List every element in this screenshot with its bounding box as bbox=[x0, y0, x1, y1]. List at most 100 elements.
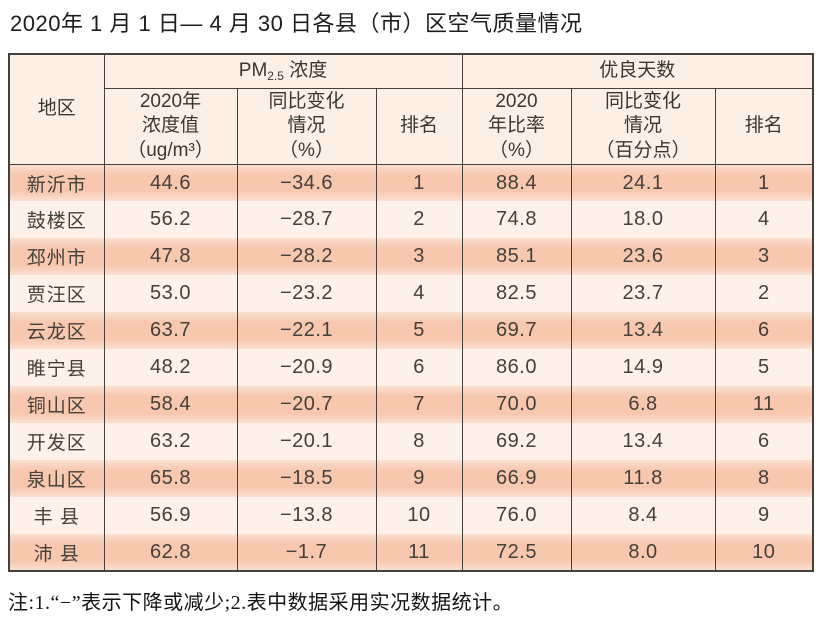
column-header-days-rate: 2020 年比率 （%） bbox=[461, 87, 572, 165]
region-cell: 贾汪区 bbox=[8, 275, 105, 313]
value-cell: 85.1 bbox=[461, 238, 572, 276]
value-cell: −20.9 bbox=[236, 349, 377, 387]
value-cell: 6.8 bbox=[570, 386, 716, 424]
value-cell: 23.7 bbox=[570, 275, 716, 313]
value-cell: 24.1 bbox=[570, 164, 716, 202]
value-cell: 13.4 bbox=[570, 423, 716, 461]
footnote: 注:1.“−”表示下降或减少;2.表中数据采用实况数据统计。 bbox=[8, 592, 514, 615]
table-row: 贾汪区 53.0 −23.2 4 82.5 23.7 2 bbox=[8, 275, 814, 313]
value-cell: 69.2 bbox=[461, 423, 572, 461]
value-cell: 69.7 bbox=[461, 312, 572, 350]
value-cell: −23.2 bbox=[236, 275, 377, 313]
value-cell: 6 bbox=[714, 312, 814, 350]
value-cell: 70.0 bbox=[461, 386, 572, 424]
value-cell: 10 bbox=[714, 534, 814, 572]
value-cell: 65.8 bbox=[103, 460, 238, 498]
column-header-pm-rank: 排名 bbox=[375, 87, 463, 165]
table-row: 沛 县 62.8 −1.7 11 72.5 8.0 10 bbox=[8, 534, 814, 572]
value-cell: −20.7 bbox=[236, 386, 377, 424]
value-cell: −18.5 bbox=[236, 460, 377, 498]
value-cell: 8.4 bbox=[570, 497, 716, 535]
value-cell: 66.9 bbox=[461, 460, 572, 498]
value-cell: 2 bbox=[714, 275, 814, 313]
value-cell: −28.7 bbox=[236, 201, 377, 239]
column-header-pm-value: 2020年 浓度值 （ug/m³） bbox=[103, 87, 238, 165]
page-title: 2020年 1 月 1 日— 4 月 30 日各县（市）区空气质量情况 bbox=[10, 11, 583, 36]
value-cell: 6 bbox=[714, 423, 814, 461]
value-cell: −1.7 bbox=[236, 534, 377, 572]
table-row: 鼓楼区 56.2 −28.7 2 74.8 18.0 4 bbox=[8, 201, 814, 239]
value-cell: 62.8 bbox=[103, 534, 238, 572]
table-row: 新沂市 44.6 −34.6 1 88.4 24.1 1 bbox=[8, 164, 814, 202]
value-cell: 1 bbox=[375, 164, 463, 202]
value-cell: 82.5 bbox=[461, 275, 572, 313]
value-cell: 14.9 bbox=[570, 349, 716, 387]
value-cell: 18.0 bbox=[570, 201, 716, 239]
value-cell: 3 bbox=[375, 238, 463, 276]
value-cell: 11 bbox=[714, 386, 814, 424]
value-cell: 10 bbox=[375, 497, 463, 535]
value-cell: 5 bbox=[375, 312, 463, 350]
value-cell: 9 bbox=[714, 497, 814, 535]
region-cell: 沛 县 bbox=[8, 534, 105, 572]
table-row: 泉山区 65.8 −18.5 9 66.9 11.8 8 bbox=[8, 460, 814, 498]
region-cell: 睢宁县 bbox=[8, 349, 105, 387]
value-cell: 2 bbox=[375, 201, 463, 239]
region-cell: 新沂市 bbox=[8, 164, 105, 202]
value-cell: −13.8 bbox=[236, 497, 377, 535]
region-cell: 开发区 bbox=[8, 423, 105, 461]
table-row: 云龙区 63.7 −22.1 5 69.7 13.4 6 bbox=[8, 312, 814, 350]
value-cell: 23.6 bbox=[570, 238, 716, 276]
value-cell: 7 bbox=[375, 386, 463, 424]
value-cell: 63.2 bbox=[103, 423, 238, 461]
table-row: 开发区 63.2 −20.1 8 69.2 13.4 6 bbox=[8, 423, 814, 461]
region-cell: 邳州市 bbox=[8, 238, 105, 276]
air-quality-table: 地区 PM2.5 浓度 优良天数 2020年 浓度值 （ug/m³） 同比变化 … bbox=[8, 53, 814, 573]
table-row: 丰 县 56.9 −13.8 10 76.0 8.4 9 bbox=[8, 497, 814, 535]
column-header-days-change: 同比变化 情况 （百分点） bbox=[570, 87, 716, 165]
value-cell: −22.1 bbox=[236, 312, 377, 350]
table-body: 新沂市 44.6 −34.6 1 88.4 24.1 1 鼓楼区 56.2 −28.7 2 74.8 1… bbox=[8, 164, 814, 572]
region-cell: 铜山区 bbox=[8, 386, 105, 424]
value-cell: 11 bbox=[375, 534, 463, 572]
value-cell: 13.4 bbox=[570, 312, 716, 350]
pm25-label-subscript: 2.5 bbox=[267, 68, 284, 83]
region-cell: 丰 县 bbox=[8, 497, 105, 535]
value-cell: 9 bbox=[375, 460, 463, 498]
region-cell: 鼓楼区 bbox=[8, 201, 105, 239]
value-cell: 88.4 bbox=[461, 164, 572, 202]
value-cell: 8.0 bbox=[570, 534, 716, 572]
value-cell: 47.8 bbox=[103, 238, 238, 276]
value-cell: 53.0 bbox=[103, 275, 238, 313]
table-row: 睢宁县 48.2 −20.9 6 86.0 14.9 5 bbox=[8, 349, 814, 387]
value-cell: 4 bbox=[714, 201, 814, 239]
table-row: 铜山区 58.4 −20.7 7 70.0 6.8 11 bbox=[8, 386, 814, 424]
column-header-region: 地区 bbox=[8, 53, 105, 165]
column-group-good-days: 优良天数 bbox=[461, 53, 814, 89]
value-cell: 76.0 bbox=[461, 497, 572, 535]
value-cell: 1 bbox=[714, 164, 814, 202]
value-cell: 8 bbox=[714, 460, 814, 498]
value-cell: 56.2 bbox=[103, 201, 238, 239]
header-group-row: 地区 PM2.5 浓度 优良天数 bbox=[8, 53, 814, 165]
column-header-pm-change: 同比变化 情况 （%） bbox=[236, 87, 377, 165]
header-sub-row: 2020年 浓度值 （ug/m³） 同比变化 情况 （%） 排名 2020 年比… bbox=[9, 87, 814, 165]
value-cell: 4 bbox=[375, 275, 463, 313]
table-header: 地区 PM2.5 浓度 优良天数 2020年 浓度值 （ug/m³） 同比变化 … bbox=[8, 53, 814, 165]
value-cell: −20.1 bbox=[236, 423, 377, 461]
value-cell: −28.2 bbox=[236, 238, 377, 276]
region-cell: 泉山区 bbox=[8, 460, 105, 498]
column-header-days-rank: 排名 bbox=[714, 87, 814, 165]
table-row: 邳州市 47.8 −28.2 3 85.1 23.6 3 bbox=[8, 238, 814, 276]
value-cell: 86.0 bbox=[461, 349, 572, 387]
value-cell: 63.7 bbox=[103, 312, 238, 350]
value-cell: 58.4 bbox=[103, 386, 238, 424]
value-cell: 48.2 bbox=[103, 349, 238, 387]
value-cell: −34.6 bbox=[236, 164, 377, 202]
value-cell: 5 bbox=[714, 349, 814, 387]
value-cell: 11.8 bbox=[570, 460, 716, 498]
value-cell: 74.8 bbox=[461, 201, 572, 239]
value-cell: 44.6 bbox=[103, 164, 238, 202]
value-cell: 8 bbox=[375, 423, 463, 461]
